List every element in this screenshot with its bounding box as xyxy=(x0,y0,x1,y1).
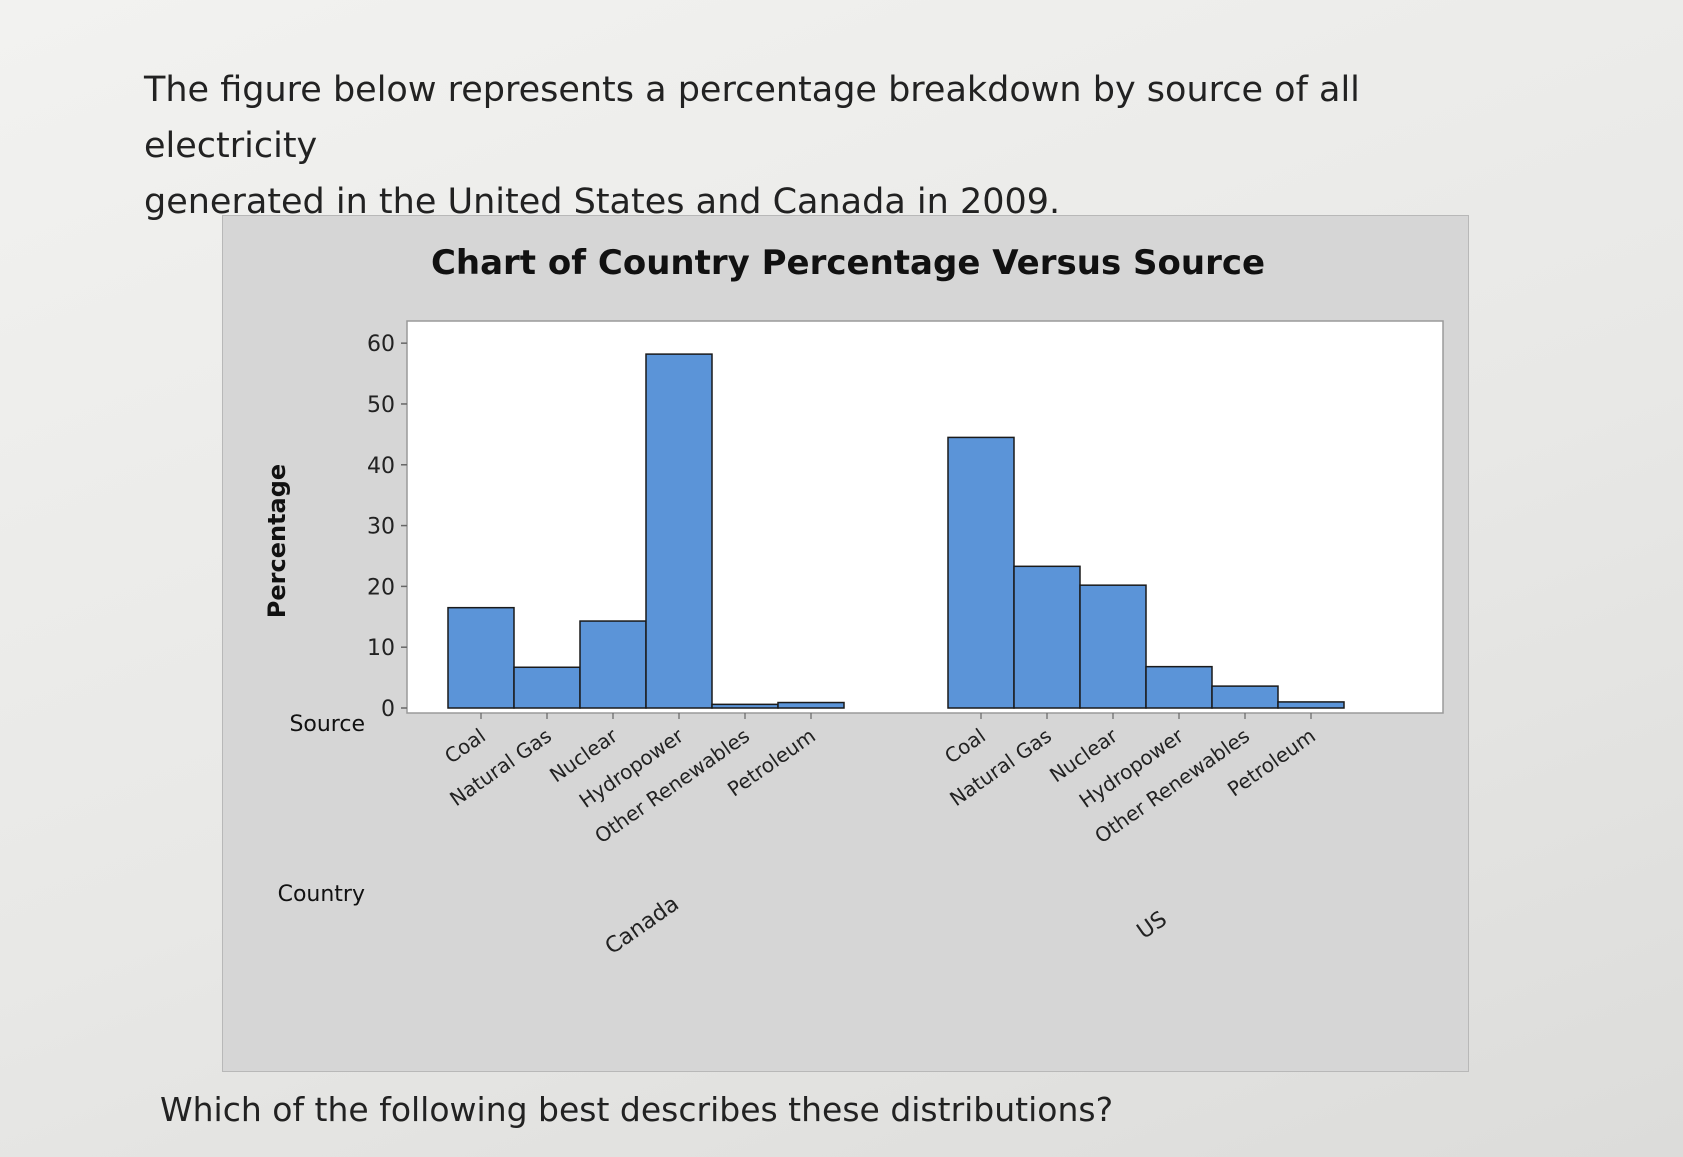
chart-panel: Chart of Country Percentage Versus Sourc… xyxy=(222,215,1469,1072)
x-category-label: Coal xyxy=(440,723,490,768)
bar-us-other-renewables xyxy=(1211,685,1279,709)
question-intro-line1: The figure below represents a percentage… xyxy=(144,70,1360,166)
y-tick-label: 60 xyxy=(367,332,395,357)
y-axis: 0 10 20 30 40 50 60 xyxy=(367,332,407,722)
y-tick-label: 0 xyxy=(381,697,395,722)
bar-us-coal xyxy=(947,436,1015,709)
country-labels: Canada US xyxy=(601,891,1172,959)
y-tick-label: 10 xyxy=(367,636,395,661)
bar-canada-nuclear xyxy=(579,620,647,709)
country-row-label: Country xyxy=(278,882,365,907)
source-row-label: Source xyxy=(289,712,365,737)
y-tick-label: 50 xyxy=(367,393,395,418)
bars xyxy=(447,353,1345,709)
y-tick-label: 40 xyxy=(367,454,395,479)
country-label-us: US xyxy=(1133,907,1172,945)
y-axis-label: Percentage xyxy=(263,464,291,618)
bar-canada-coal xyxy=(447,606,515,709)
y-tick-label: 20 xyxy=(367,575,395,600)
bar-canada-petroleum xyxy=(777,701,845,709)
plot-area xyxy=(406,320,1444,714)
bar-us-nuclear xyxy=(1079,584,1147,709)
bar-chart: Chart of Country Percentage Versus Sourc… xyxy=(263,243,1444,960)
bar-canada-hydropower xyxy=(645,353,713,709)
chart-title: Chart of Country Percentage Versus Sourc… xyxy=(431,243,1265,283)
bar-canada-other-renewables xyxy=(711,703,779,709)
follow-up-question: Which of the following best describes th… xyxy=(160,1090,1114,1129)
bar-us-natural-gas xyxy=(1013,565,1081,709)
bar-canada-natural-gas xyxy=(513,666,581,709)
y-tick-label: 30 xyxy=(367,515,395,540)
question-intro: The figure below represents a percentage… xyxy=(144,62,1524,230)
country-label-canada: Canada xyxy=(601,891,684,959)
x-category-label: Coal xyxy=(940,723,990,768)
bar-us-petroleum xyxy=(1277,701,1345,709)
bar-us-hydropower xyxy=(1145,665,1213,709)
